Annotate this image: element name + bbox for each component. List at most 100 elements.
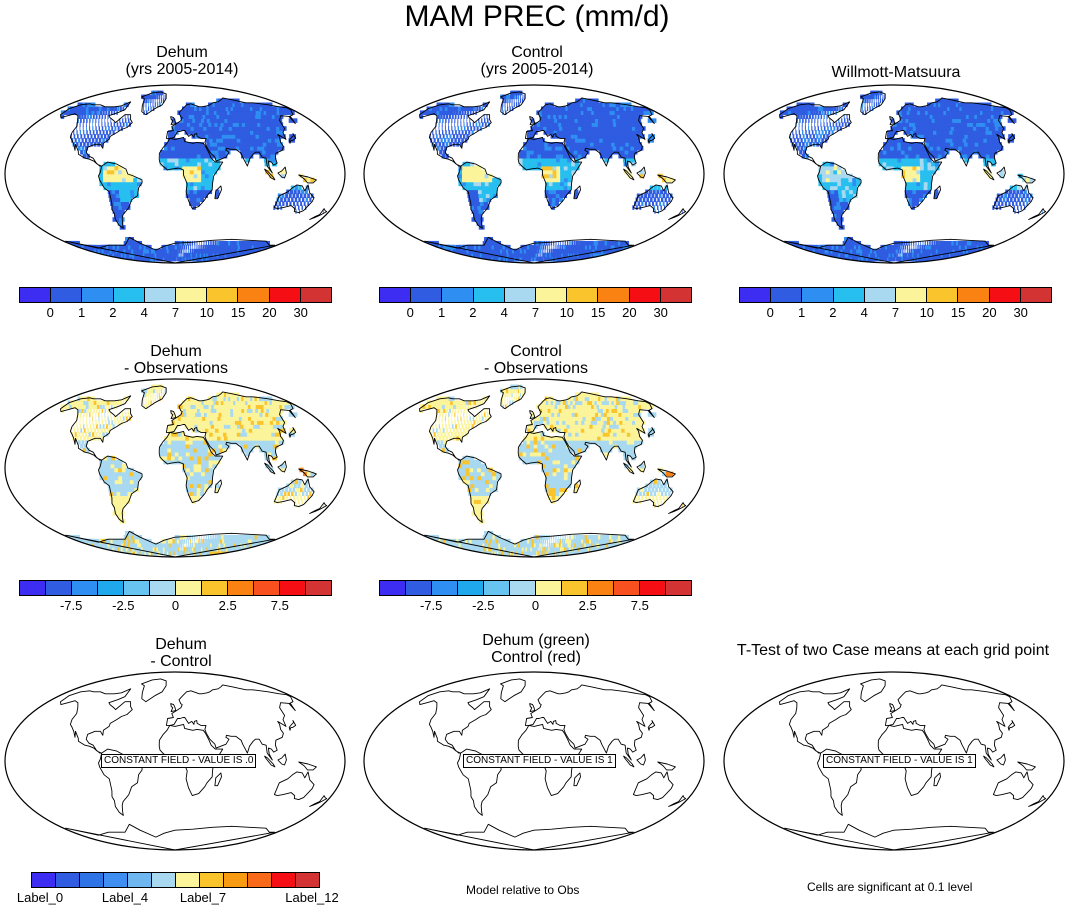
grid-cell [178, 248, 181, 254]
grid-cell [826, 114, 828, 119]
grid-cell [812, 106, 817, 112]
grid-cell [825, 106, 829, 112]
grid-cell [183, 252, 186, 258]
grid-cell [556, 169, 561, 175]
coastline-south-america [457, 161, 502, 229]
grid-cell [537, 138, 542, 143]
grid-cell [129, 173, 134, 179]
grid-cell [234, 240, 239, 246]
grid-cell [829, 177, 835, 183]
grid-cell [864, 94, 868, 100]
grid-cell [435, 126, 437, 131]
grid-cell [209, 142, 215, 147]
grid-cell [194, 240, 196, 246]
grid-cell [235, 134, 241, 139]
grid-cell [182, 451, 187, 457]
grid-cell [221, 149, 227, 155]
grid-cell [575, 138, 581, 143]
grid-cell [802, 130, 804, 135]
grid-cell [913, 244, 915, 250]
grid-cell [204, 173, 210, 179]
grid-cell [133, 479, 139, 485]
grid-cell [247, 149, 253, 155]
grid-cell [818, 169, 823, 175]
grid-cell [76, 126, 78, 131]
grid-cell [110, 169, 115, 175]
grid-cell [919, 110, 925, 115]
grid-cell [535, 248, 538, 254]
map-obs-precip [722, 83, 1066, 265]
grid-cell [492, 181, 497, 187]
grid-cell [882, 157, 887, 163]
grid-cell [460, 126, 463, 131]
grid-cell [920, 134, 926, 139]
grid-cell [196, 443, 202, 449]
grid-cell [189, 471, 195, 477]
grid-cell [928, 142, 934, 147]
coastline-north-america [60, 101, 133, 167]
grid-cell [199, 122, 204, 127]
grid-cell [510, 94, 513, 100]
grid-cell [287, 197, 290, 202]
grid-cell [214, 534, 217, 540]
grid-cell [227, 142, 233, 147]
grid-cell [255, 134, 262, 139]
grid-cell [428, 110, 433, 115]
grid-cell [208, 471, 213, 477]
grid-cell [637, 201, 640, 206]
grid-cell [118, 483, 124, 489]
grid-cell [927, 165, 933, 171]
grid-cell [216, 459, 221, 465]
grid-cell [1022, 193, 1026, 199]
grid-cell [208, 467, 214, 473]
grid-cell [239, 240, 244, 246]
grid-cell [176, 550, 178, 556]
grid-cell [231, 436, 237, 441]
grid-cell [246, 146, 252, 151]
grid-cell [217, 130, 223, 135]
grid-cell [185, 161, 191, 167]
grid-cell [485, 193, 491, 199]
grid-cell [1006, 197, 1009, 202]
grid-cell [916, 185, 921, 191]
grid-cell [187, 130, 193, 135]
grid-cell [822, 185, 828, 191]
grid-cell [206, 440, 212, 445]
grid-cell [966, 138, 972, 143]
grid-cell [922, 149, 928, 155]
grid-cell [258, 134, 265, 139]
grid-cell [118, 205, 124, 210]
grid-cell [952, 138, 958, 143]
grid-cell [598, 146, 604, 151]
grid-cell [171, 428, 176, 433]
grid-cell [910, 114, 915, 119]
grid-cell [533, 244, 537, 250]
grid-cell [846, 236, 854, 242]
grid-cell [181, 538, 184, 544]
coastline-australia [632, 184, 674, 214]
grid-cell [231, 134, 238, 139]
colorbar-swatch [1020, 288, 1052, 302]
grid-cell [904, 153, 910, 159]
grid-cell [267, 432, 274, 437]
grid-cell [995, 205, 998, 210]
grid-cell [824, 130, 827, 135]
grid-cell [836, 221, 843, 226]
grid-cell [657, 197, 660, 202]
grid-cell [189, 149, 194, 155]
grid-cell [276, 142, 283, 147]
grid-cell [223, 534, 227, 540]
grid-cell [171, 432, 176, 437]
grid-cell [941, 126, 947, 131]
grid-cell [83, 436, 86, 441]
grid-cell [185, 146, 190, 151]
grid-cell [204, 463, 210, 469]
grid-cell [191, 542, 194, 548]
grid-cell [562, 146, 568, 151]
grid-cell [215, 126, 222, 131]
grid-cell [82, 122, 84, 127]
coastline-africa [517, 136, 583, 210]
grid-cell [162, 98, 165, 104]
grid-cell [185, 193, 190, 199]
grid-cell [939, 142, 945, 147]
